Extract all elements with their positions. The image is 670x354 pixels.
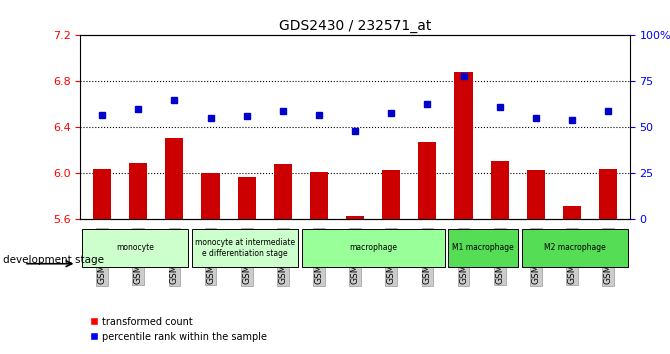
Bar — [310, 172, 328, 219]
Title: GDS2430 / 232571_at: GDS2430 / 232571_at — [279, 19, 431, 33]
Text: M1 macrophage: M1 macrophage — [452, 243, 514, 252]
Bar — [238, 177, 256, 219]
Bar — [563, 206, 581, 219]
Bar — [165, 138, 184, 219]
Bar — [490, 161, 509, 219]
Bar — [454, 72, 472, 219]
Legend: transformed count, percentile rank within the sample: transformed count, percentile rank withi… — [85, 313, 271, 346]
Bar — [274, 164, 292, 219]
Bar — [418, 142, 436, 219]
FancyBboxPatch shape — [522, 229, 628, 267]
Text: macrophage: macrophage — [350, 243, 397, 252]
Bar — [382, 170, 400, 219]
Bar — [202, 173, 220, 219]
FancyBboxPatch shape — [82, 229, 188, 267]
Bar — [93, 169, 111, 219]
Text: M2 macrophage: M2 macrophage — [544, 243, 606, 252]
Bar — [129, 163, 147, 219]
Bar — [346, 216, 364, 219]
Text: monocyte: monocyte — [117, 243, 154, 252]
Text: monocyte at intermediate
e differentiation stage: monocyte at intermediate e differentiati… — [195, 238, 295, 257]
Bar — [527, 170, 545, 219]
FancyBboxPatch shape — [192, 229, 298, 267]
Bar — [599, 169, 617, 219]
Text: development stage: development stage — [3, 255, 105, 265]
FancyBboxPatch shape — [448, 229, 518, 267]
FancyBboxPatch shape — [302, 229, 445, 267]
